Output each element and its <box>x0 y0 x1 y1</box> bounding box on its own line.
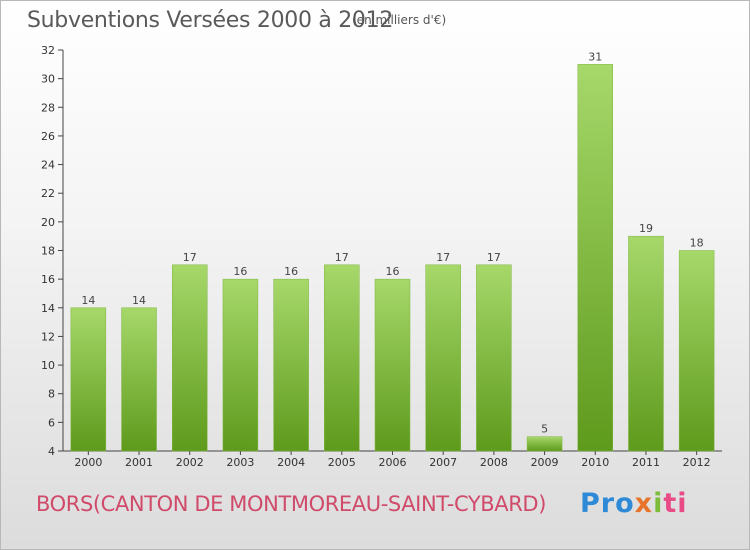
bar-2003 <box>222 278 259 452</box>
y-tick-label: 22 <box>41 187 55 200</box>
bar-2001 <box>121 307 157 452</box>
bar-2008 <box>476 264 512 452</box>
value-label: 18 <box>690 237 704 250</box>
chart-labels: 4 6 8 10 12 14 16 18 20 22 24 26 28 30 32 2000 14 2001 14 2… <box>41 44 711 469</box>
x-tick-label: 2000 <box>74 456 102 469</box>
x-tick-label: 2010 <box>581 456 609 469</box>
x-tick-label: 2005 <box>328 456 356 469</box>
location-name: BORS(CANTON DE MONTMOREAU-SAINT-CYBARD) <box>36 492 546 516</box>
value-label: 16 <box>284 265 298 278</box>
bar-2010 <box>577 64 614 452</box>
y-tick-label: 20 <box>41 216 55 229</box>
y-tick-label: 28 <box>41 101 55 114</box>
y-tick-label: 16 <box>41 273 55 286</box>
chart-title: Subventions Versées 2000 à 2012 <box>27 8 394 33</box>
bar-2002 <box>171 264 208 452</box>
y-tick-label: 30 <box>41 73 55 86</box>
value-label: 17 <box>335 251 349 264</box>
bar-2000 <box>70 307 107 452</box>
bar-2007 <box>425 264 461 452</box>
x-tick-label: 2012 <box>683 456 711 469</box>
x-tick-label: 2008 <box>480 456 508 469</box>
value-label: 5 <box>541 423 548 436</box>
x-tick-label: 2003 <box>226 456 254 469</box>
y-tick-label: 26 <box>41 130 55 143</box>
x-tick-label: 2009 <box>531 456 559 469</box>
value-label: 16 <box>233 265 247 278</box>
value-label: 17 <box>183 251 197 264</box>
bar-2011 <box>628 235 664 452</box>
x-tick-label: 2006 <box>379 456 407 469</box>
proxiti-logo: Proxiti <box>580 488 688 519</box>
value-label: 17 <box>436 251 450 264</box>
value-label: 19 <box>639 222 653 235</box>
value-label: 17 <box>487 251 501 264</box>
y-tick-label: 4 <box>48 445 55 458</box>
value-label: 14 <box>132 294 146 307</box>
value-label: 31 <box>588 50 602 63</box>
y-tick-label: 10 <box>41 359 55 372</box>
logo-part: Pro <box>580 488 635 519</box>
y-tick-label: 6 <box>48 416 55 429</box>
logo-part: ti <box>663 488 688 519</box>
chart-subtitle: (en milliers d'€) <box>352 13 447 27</box>
y-tick-label: 32 <box>41 44 55 57</box>
value-label: 16 <box>386 265 400 278</box>
y-tick-label: 18 <box>41 245 55 258</box>
x-tick-label: 2001 <box>125 456 153 469</box>
y-tick-label: 8 <box>48 388 55 401</box>
value-label: 14 <box>81 294 95 307</box>
logo-part: i <box>653 488 664 519</box>
x-tick-label: 2004 <box>277 456 305 469</box>
y-tick-label: 24 <box>41 159 55 172</box>
y-tick-label: 12 <box>41 330 55 343</box>
bar-2005 <box>324 264 360 452</box>
bar-2006 <box>374 278 411 452</box>
x-tick-label: 2007 <box>429 456 457 469</box>
logo-part: x <box>634 488 654 519</box>
bar-2012 <box>678 250 715 452</box>
y-tick-label: 14 <box>41 302 55 315</box>
bar-2004 <box>273 278 309 452</box>
x-tick-label: 2002 <box>176 456 204 469</box>
chart-bars <box>70 64 715 452</box>
bar-2009 <box>526 436 563 452</box>
x-tick-label: 2011 <box>632 456 660 469</box>
